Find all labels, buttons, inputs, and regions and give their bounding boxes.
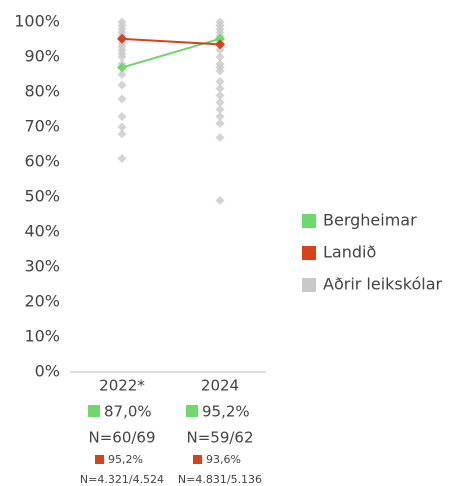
x-tick-label: 2024 — [201, 377, 239, 395]
legend-swatch — [302, 278, 316, 292]
legend-swatch — [302, 246, 316, 260]
other-point — [117, 122, 127, 132]
y-tick-label: 90% — [24, 47, 60, 66]
other-point — [215, 119, 225, 128]
y-tick-label: 30% — [24, 257, 60, 276]
other-point — [117, 129, 127, 139]
y-tick-label: 0% — [35, 362, 60, 381]
other-point — [215, 105, 225, 114]
other-point — [117, 154, 127, 163]
value-label: 87,0% — [104, 403, 152, 421]
legend-swatch — [302, 214, 316, 228]
other-point — [215, 91, 225, 100]
value-label: 93,6% — [206, 453, 241, 466]
other-point — [215, 52, 225, 62]
other-point — [215, 133, 225, 142]
series-point — [117, 62, 127, 73]
sample-label: N=4.321/4.524 — [80, 473, 164, 486]
other-point — [117, 52, 127, 62]
sample-label: N=59/62 — [186, 429, 253, 447]
legend-swatch — [193, 455, 202, 464]
y-tick-label: 70% — [24, 117, 60, 136]
y-tick-label: 50% — [24, 187, 60, 206]
value-label: 95,2% — [108, 453, 143, 466]
other-point — [117, 112, 127, 121]
legend-label: Bergheimar — [323, 211, 417, 230]
legend-swatch — [88, 405, 100, 417]
y-tick-label: 20% — [24, 292, 60, 311]
other-point — [215, 196, 225, 205]
series-point — [215, 39, 225, 50]
legend-label: Aðrir leikskólar — [323, 275, 442, 294]
other-point — [117, 80, 127, 90]
legend-swatch — [95, 455, 104, 464]
legend-swatch — [186, 405, 198, 417]
other-point — [215, 112, 225, 121]
other-point — [215, 66, 225, 76]
y-tick-label: 100% — [14, 12, 60, 31]
y-tick-label: 40% — [24, 222, 60, 241]
y-tick-label: 80% — [24, 82, 60, 101]
other-point — [215, 77, 225, 86]
legend-label: Landið — [323, 243, 376, 262]
series-line — [121, 37, 221, 46]
y-tick-label: 60% — [24, 152, 60, 171]
other-point — [117, 94, 127, 104]
other-point — [117, 70, 127, 79]
sample-label: N=60/69 — [88, 429, 155, 447]
other-point — [215, 84, 225, 93]
value-label: 95,2% — [202, 403, 250, 421]
sample-label: N=4.831/5.136 — [178, 473, 262, 486]
x-tick-label: 2022* — [99, 377, 145, 395]
y-tick-label: 10% — [24, 327, 60, 346]
series-point — [117, 33, 127, 44]
other-point — [215, 45, 225, 55]
series-point — [215, 33, 225, 44]
other-point — [215, 98, 225, 107]
